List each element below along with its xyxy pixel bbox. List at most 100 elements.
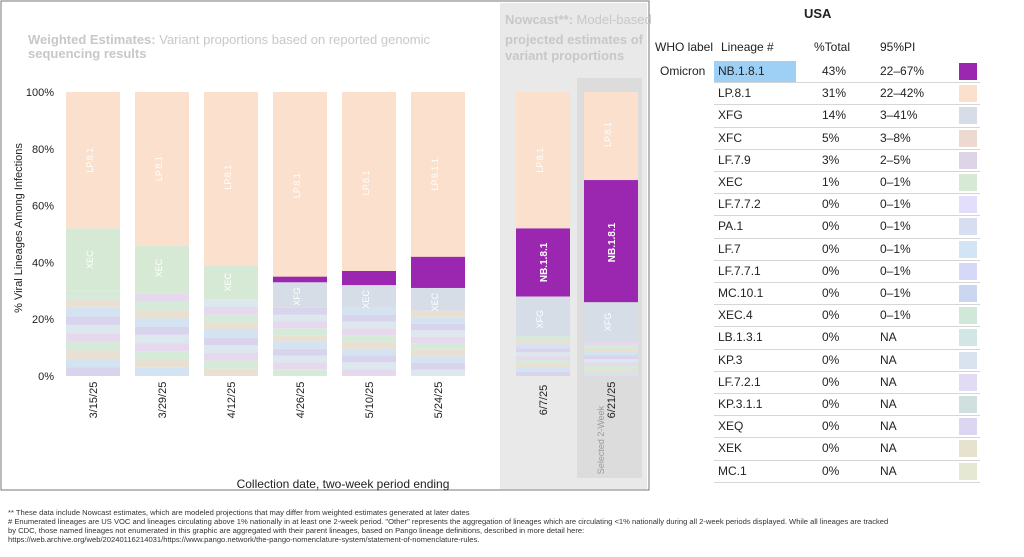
bar-segment-other: [204, 352, 258, 361]
bar-segment-other: [584, 345, 638, 349]
pi-cell: 22–42%: [880, 86, 925, 101]
lineage-color-swatch: [959, 373, 977, 391]
bar-inline-label: XFG: [292, 287, 302, 306]
bar-segment-other: [516, 348, 570, 353]
bar-segment-other: [516, 356, 570, 361]
lineage-color-swatch: [959, 440, 977, 458]
bar-segment-other: [135, 334, 189, 344]
bar-segment-other: [66, 358, 120, 368]
table-row[interactable]: LF.7.7.1 0% 0–1%: [652, 261, 982, 282]
table-row[interactable]: XEQ 0% NA: [652, 416, 982, 437]
bar-segment-other: [411, 349, 465, 357]
bar-segment-other: [411, 336, 465, 344]
row-divider: [714, 237, 980, 239]
bar-segment-other: [516, 364, 570, 369]
table-row[interactable]: MC.10.1 0% 0–1%: [652, 283, 982, 304]
bar-inline-label: XFG: [535, 310, 545, 329]
x-tick-label: 6/21/25: [606, 382, 618, 419]
bar-segment-xfg: [342, 285, 396, 308]
bar-segment-other: [584, 362, 638, 366]
table-row[interactable]: XEK 0% NA: [652, 438, 982, 459]
table-row[interactable]: LF.7.9 3% 2–5%: [652, 150, 982, 171]
pct-total-cell: 0%: [822, 419, 840, 434]
table-row[interactable]: KP.3 0% NA: [652, 350, 982, 371]
pi-cell: 0–1%: [880, 263, 911, 278]
bar-segment-other: [135, 351, 189, 360]
table-row[interactable]: LF.7 0% 0–1%: [652, 239, 982, 260]
lineage-color-swatch: [959, 462, 977, 480]
table-row[interactable]: XEC.4 0% 0–1%: [652, 305, 982, 326]
table-row[interactable]: LB.1.3.1 0% NA: [652, 327, 982, 348]
table-row[interactable]: MC.1 0% NA: [652, 461, 982, 482]
lineage-color-swatch: [959, 285, 977, 302]
row-divider: [714, 370, 980, 372]
bar-segment-lp-8-1: [516, 92, 570, 229]
bar-segment-other: [273, 369, 327, 376]
bar-inline-label: XEC: [223, 273, 233, 292]
pi-cell: 0–1%: [880, 219, 911, 234]
pct-total-cell: 31%: [822, 86, 847, 101]
bar-segment-other: [135, 359, 189, 368]
left-panel-border: [0, 0, 650, 491]
bar-segment-other: [204, 329, 258, 338]
bar-segment-other: [135, 367, 189, 376]
table-title: USA: [804, 6, 832, 21]
lineage-color-swatch: [959, 196, 977, 214]
bar-inline-label: LP.8.1: [535, 148, 545, 173]
bar-segment-other: [516, 336, 570, 341]
bar-segment-other: [273, 362, 327, 370]
table-row[interactable]: Omicron NB.1.8.1 43% 22–67%: [652, 61, 982, 82]
x-ticks: 3/15/25 3/29/25 4/12/25 4/26/25 5/10/25 5/24/…: [88, 382, 618, 419]
pct-total-cell: 14%: [822, 108, 847, 123]
bar-segment-other: [584, 352, 638, 356]
bar-segment-xec: [135, 245, 189, 294]
header-lineage: Lineage #: [721, 40, 774, 54]
table-row[interactable]: XFC 5% 3–8%: [652, 128, 982, 149]
bar-segment-xfg: [273, 282, 327, 308]
bar-segment-lp-8-1: [411, 92, 465, 257]
bar-segment-other: [66, 290, 120, 300]
table-row[interactable]: LF.7.2.1 0% NA: [652, 372, 982, 393]
table-row[interactable]: LF.7.7.2 0% 0–1%: [652, 194, 982, 215]
nb-1-8-1-bar-label: NB.1.8.1: [539, 242, 550, 282]
pi-cell: NA: [880, 463, 897, 478]
bar-segment-other: [204, 322, 258, 330]
lineage-color-swatch: [959, 307, 977, 325]
bar-segment-other: [66, 307, 120, 317]
pct-total-cell: 0%: [822, 308, 840, 323]
bar-segment-other: [516, 372, 570, 376]
bar-segment-other: [204, 368, 258, 376]
bar-segment-lp-8-1: [273, 92, 327, 277]
row-divider: [714, 437, 980, 439]
bar-segment-other: [273, 314, 327, 322]
lineage-cell: LF.7.7.1: [718, 263, 761, 278]
y-tick-label: 100%: [26, 87, 54, 99]
nowcast-title-bold: Nowcast**:: [505, 12, 573, 27]
table-row[interactable]: XFG 14% 3–41%: [652, 105, 982, 126]
pi-cell: 22–67%: [880, 64, 925, 78]
pi-cell: NA: [880, 352, 897, 367]
row-divider: [714, 326, 980, 328]
bar-segment-other: [135, 343, 189, 352]
weighted-title: Weighted Estimates: Variant proportions …: [28, 32, 431, 47]
table-row[interactable]: LP.8.1 31% 22–42%: [652, 83, 982, 104]
lineage-cell: XEK: [718, 441, 743, 456]
row-divider: [714, 148, 980, 150]
y-axis-label: % Viral Lineages Among Infections: [13, 143, 25, 313]
pi-cell: NA: [880, 330, 897, 345]
lineage-color-swatch: [959, 396, 977, 413]
lineage-cell: LF.7.2.1: [718, 374, 761, 389]
lineage-cell: LP.8.1: [718, 86, 752, 101]
table-row[interactable]: KP.3.1.1 0% NA: [652, 394, 982, 415]
pi-cell: 3–8%: [880, 130, 911, 145]
pct-total-cell: 0%: [822, 286, 840, 300]
bar-inline-label: LP.8.1: [85, 148, 95, 173]
table-row[interactable]: XEC 1% 0–1%: [652, 172, 982, 193]
table-row[interactable]: PA.1 0% 0–1%: [652, 216, 982, 237]
pct-total-cell: 0%: [822, 397, 840, 411]
pi-cell: NA: [880, 419, 897, 434]
bar-segment-other: [273, 335, 327, 342]
bar-segment-other: [516, 344, 570, 349]
bar-segment-other: [584, 369, 638, 373]
lineage-color-swatch: [959, 262, 977, 280]
